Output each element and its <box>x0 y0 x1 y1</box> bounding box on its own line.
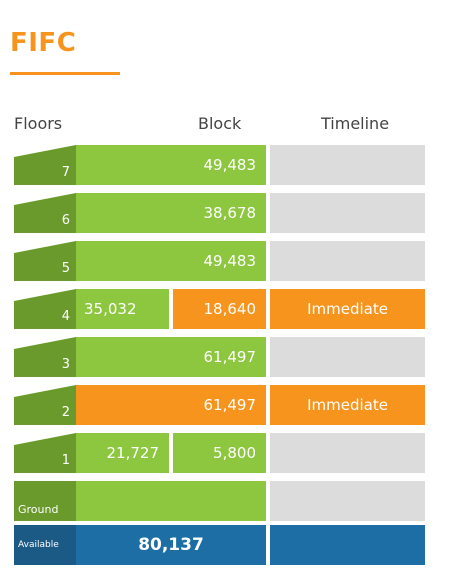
floor-row-6: 6 38,678 <box>0 193 470 233</box>
floor-label: 6 <box>14 193 76 233</box>
block-cell <box>76 481 266 521</box>
timeline-cell <box>270 241 425 281</box>
block-cell: 49,483 <box>76 145 266 185</box>
floor-row-4: 4 35,032 18,640 Immediate <box>0 289 470 329</box>
timeline-cell <box>270 337 425 377</box>
floor-row-3: 3 61,497 <box>0 337 470 377</box>
floor-row-5: 5 49,483 <box>0 241 470 281</box>
block-cell: 18,640 <box>173 289 266 329</box>
floor-row-7: 7 49,483 <box>0 145 470 185</box>
available-row: Available 80,137 <box>0 525 470 565</box>
available-total: 80,137 <box>76 525 266 565</box>
floor-label: 2 <box>14 385 76 425</box>
floor-label: 5 <box>14 241 76 281</box>
page-title: FIFC <box>10 28 77 58</box>
timeline-cell: Immediate <box>270 289 425 329</box>
floor-row-1: 1 21,727 5,800 <box>0 433 470 473</box>
timeline-cell <box>270 433 425 473</box>
floor-label: 7 <box>14 145 76 185</box>
floor-row-ground: Ground <box>0 481 470 521</box>
header-timeline: Timeline <box>321 114 390 133</box>
timeline-cell: Immediate <box>270 385 425 425</box>
block-cell: 49,483 <box>76 241 266 281</box>
block-cell: 38,678 <box>76 193 266 233</box>
timeline-cell <box>270 481 425 521</box>
available-timeline-cell <box>270 525 425 565</box>
floor-label: 1 <box>14 433 76 473</box>
timeline-cell <box>270 145 425 185</box>
available-label: Available <box>14 525 76 565</box>
block-cell: 5,800 <box>173 433 266 473</box>
header-floors: Floors <box>14 114 63 133</box>
timeline-cell <box>270 193 425 233</box>
title-underline <box>10 72 120 75</box>
floor-row-2: 2 61,497 Immediate <box>0 385 470 425</box>
header-block: Block <box>198 114 242 133</box>
floor-label: Ground <box>14 481 76 521</box>
block-cell: 35,032 <box>76 289 169 329</box>
floor-label: 4 <box>14 289 76 329</box>
floor-label: 3 <box>14 337 76 377</box>
block-cell: 61,497 <box>76 385 266 425</box>
block-cell: 61,497 <box>76 337 266 377</box>
block-cell: 21,727 <box>76 433 169 473</box>
